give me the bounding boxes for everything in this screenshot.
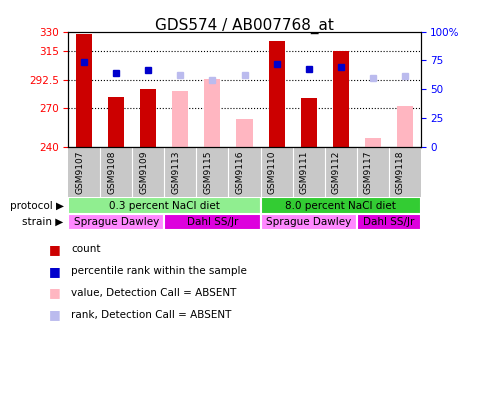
Text: 0.3 percent NaCl diet: 0.3 percent NaCl diet [109, 200, 220, 211]
Text: GSM9113: GSM9113 [171, 151, 180, 194]
Text: GDS574 / AB007768_at: GDS574 / AB007768_at [155, 18, 333, 34]
Text: count: count [71, 244, 100, 255]
Text: GSM9117: GSM9117 [363, 151, 372, 194]
Text: ■: ■ [49, 287, 61, 299]
Text: Dahl SS/Jr: Dahl SS/Jr [362, 217, 413, 227]
Bar [396, 106, 412, 147]
Text: GSM9108: GSM9108 [107, 151, 116, 194]
Bar [260, 198, 420, 213]
Text: 8.0 percent NaCl diet: 8.0 percent NaCl diet [285, 200, 395, 211]
Bar [364, 138, 380, 147]
Text: GSM9115: GSM9115 [203, 151, 212, 194]
Text: Sprague Dawley: Sprague Dawley [265, 217, 350, 227]
Bar [236, 119, 252, 147]
Text: Sprague Dawley: Sprague Dawley [74, 217, 159, 227]
Text: GSM9111: GSM9111 [299, 151, 308, 194]
Text: value, Detection Call = ABSENT: value, Detection Call = ABSENT [71, 288, 236, 298]
Text: ■: ■ [49, 243, 61, 256]
Text: ■: ■ [49, 308, 61, 321]
Text: GSM9107: GSM9107 [75, 151, 84, 194]
Text: GSM9110: GSM9110 [267, 151, 276, 194]
Text: strain ▶: strain ▶ [22, 217, 63, 227]
Text: GSM9109: GSM9109 [139, 151, 148, 194]
Bar [164, 213, 260, 230]
Bar [204, 79, 220, 147]
Bar [108, 97, 124, 147]
Bar [68, 213, 164, 230]
Bar [68, 198, 260, 213]
Text: GSM9116: GSM9116 [235, 151, 244, 194]
Text: percentile rank within the sample: percentile rank within the sample [71, 266, 246, 276]
Text: ■: ■ [49, 265, 61, 278]
Text: GSM9112: GSM9112 [331, 151, 340, 194]
Text: protocol ▶: protocol ▶ [10, 200, 63, 211]
Text: Dahl SS/Jr: Dahl SS/Jr [186, 217, 238, 227]
Text: rank, Detection Call = ABSENT: rank, Detection Call = ABSENT [71, 310, 231, 320]
Bar [260, 213, 356, 230]
Bar [172, 91, 188, 147]
Bar [140, 89, 156, 147]
Bar [268, 41, 284, 147]
Bar [356, 213, 420, 230]
Bar [300, 98, 316, 147]
Bar [76, 34, 92, 147]
Text: GSM9118: GSM9118 [395, 151, 404, 194]
Bar [332, 51, 348, 147]
